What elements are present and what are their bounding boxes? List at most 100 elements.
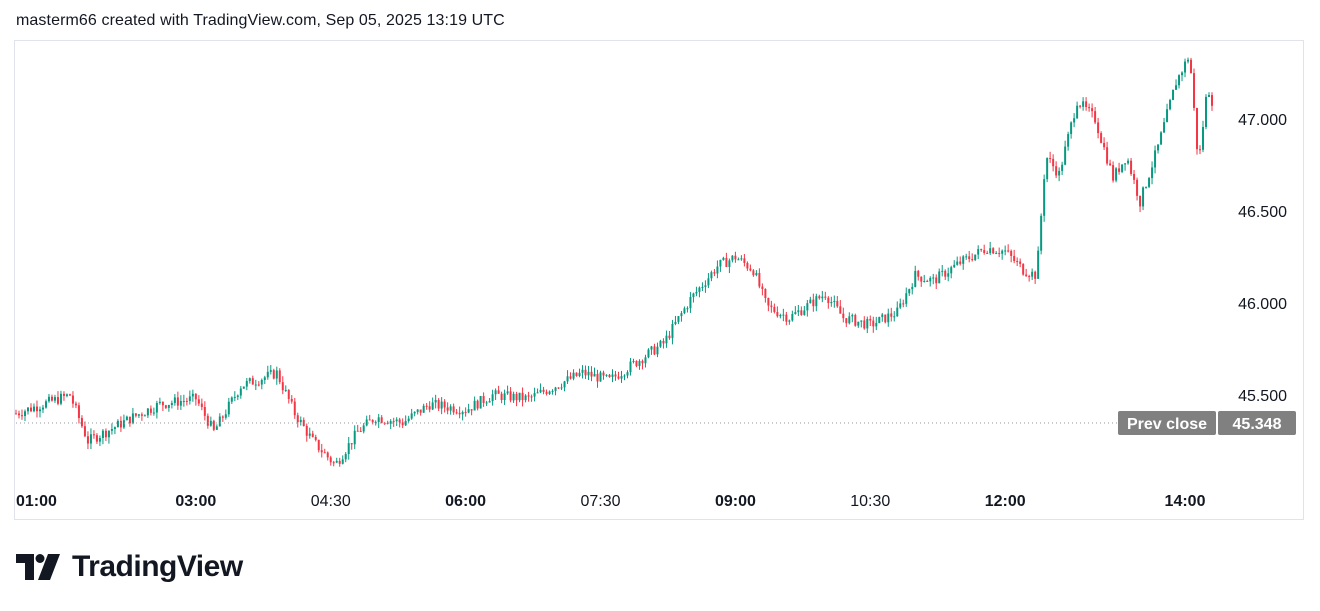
chart-attribution: masterm66 created with TradingView.com, …	[16, 12, 505, 29]
candle-body	[215, 426, 218, 430]
candle-body	[593, 373, 596, 377]
candle-body	[41, 407, 44, 410]
candle-body	[86, 436, 89, 444]
candle-body	[998, 253, 1001, 255]
candle-body	[398, 419, 401, 423]
candle-body	[911, 286, 914, 290]
candle-body	[1031, 271, 1034, 277]
candle-body	[716, 266, 719, 274]
candle-body	[647, 349, 650, 358]
candle-body	[797, 310, 800, 313]
candle-body	[950, 267, 953, 274]
candle-body	[68, 394, 71, 396]
candle-body	[686, 308, 689, 310]
candle-body	[590, 371, 593, 377]
candle-body	[800, 310, 803, 315]
candle-body	[122, 420, 125, 428]
candle-body	[1157, 144, 1160, 151]
candle-body	[488, 401, 491, 403]
candle-body	[167, 404, 170, 408]
candle-body	[191, 393, 194, 397]
candle-body	[728, 260, 731, 267]
candle-body	[605, 374, 608, 376]
candle-body	[629, 361, 632, 373]
candle-body	[242, 386, 245, 389]
candle-body	[812, 299, 815, 307]
candle-body	[770, 305, 773, 307]
candle-body	[602, 372, 605, 376]
candle-body	[116, 420, 119, 428]
candle-body	[1202, 126, 1205, 150]
candle-body	[548, 391, 551, 394]
candle-body	[35, 406, 38, 412]
candle-body	[356, 430, 359, 432]
candle-body	[1100, 133, 1103, 143]
candle-body	[320, 450, 323, 453]
candle-body	[110, 429, 113, 431]
candle-body	[197, 399, 200, 404]
candle-body	[245, 380, 248, 387]
time-tick-label: 01:00	[16, 493, 57, 510]
time-tick-label: 09:00	[715, 493, 756, 510]
candle-body	[164, 405, 167, 408]
candle-body	[914, 270, 917, 287]
candle-body	[1190, 59, 1193, 74]
candle-body	[767, 298, 770, 306]
prev-close-text-bg	[1118, 410, 1216, 435]
price-tick-label: 46.000	[1238, 296, 1287, 313]
candle-body	[821, 296, 824, 299]
candle-body	[23, 411, 26, 417]
candle-body	[437, 399, 440, 409]
candle-body	[959, 261, 962, 264]
candle-body	[413, 411, 416, 414]
candle-body	[740, 258, 743, 260]
candle-body	[1118, 168, 1121, 172]
candle-body	[137, 414, 140, 416]
candle-body	[173, 397, 176, 404]
candle-body	[1130, 160, 1133, 174]
candle-body	[866, 318, 869, 329]
candle-body	[353, 430, 356, 445]
candle-body	[62, 393, 65, 396]
candle-body	[458, 412, 461, 415]
candle-body	[995, 253, 998, 255]
candle-body	[368, 419, 371, 421]
candle-body	[1010, 250, 1013, 256]
time-tick-label: 14:00	[1165, 493, 1206, 510]
candle-body	[545, 391, 548, 394]
candle-body	[530, 396, 533, 398]
candle-body	[326, 452, 329, 458]
candle-body	[188, 396, 191, 401]
price-tick-label: 45.500	[1238, 388, 1287, 405]
candle-body	[641, 360, 644, 364]
candle-body	[233, 396, 236, 398]
candle-body	[374, 421, 377, 423]
candle-body	[758, 272, 761, 287]
candle-body	[722, 257, 725, 260]
candle-body	[635, 361, 638, 367]
candle-body	[614, 374, 617, 377]
candle-body	[599, 372, 602, 382]
candle-body	[1097, 122, 1100, 134]
candle-body	[1175, 85, 1178, 90]
candle-body	[380, 417, 383, 423]
candle-body	[845, 318, 848, 324]
candle-body	[509, 391, 512, 401]
candle-body	[1076, 105, 1079, 119]
candle-body	[773, 306, 776, 313]
candle-body	[1001, 250, 1004, 254]
candle-body	[182, 400, 185, 402]
candle-body	[1163, 122, 1166, 133]
candle-body	[764, 289, 767, 299]
candle-body	[1028, 276, 1031, 278]
candle-body	[416, 409, 419, 412]
candle-body	[497, 390, 500, 394]
candle-body	[965, 256, 968, 258]
time-tick-label: 10:30	[850, 493, 890, 510]
candle-body	[1187, 59, 1190, 62]
candle-body	[932, 277, 935, 279]
prev-close-label: Prev close 45.348	[1118, 410, 1296, 435]
candle-body	[476, 400, 479, 409]
candle-body	[80, 418, 83, 427]
